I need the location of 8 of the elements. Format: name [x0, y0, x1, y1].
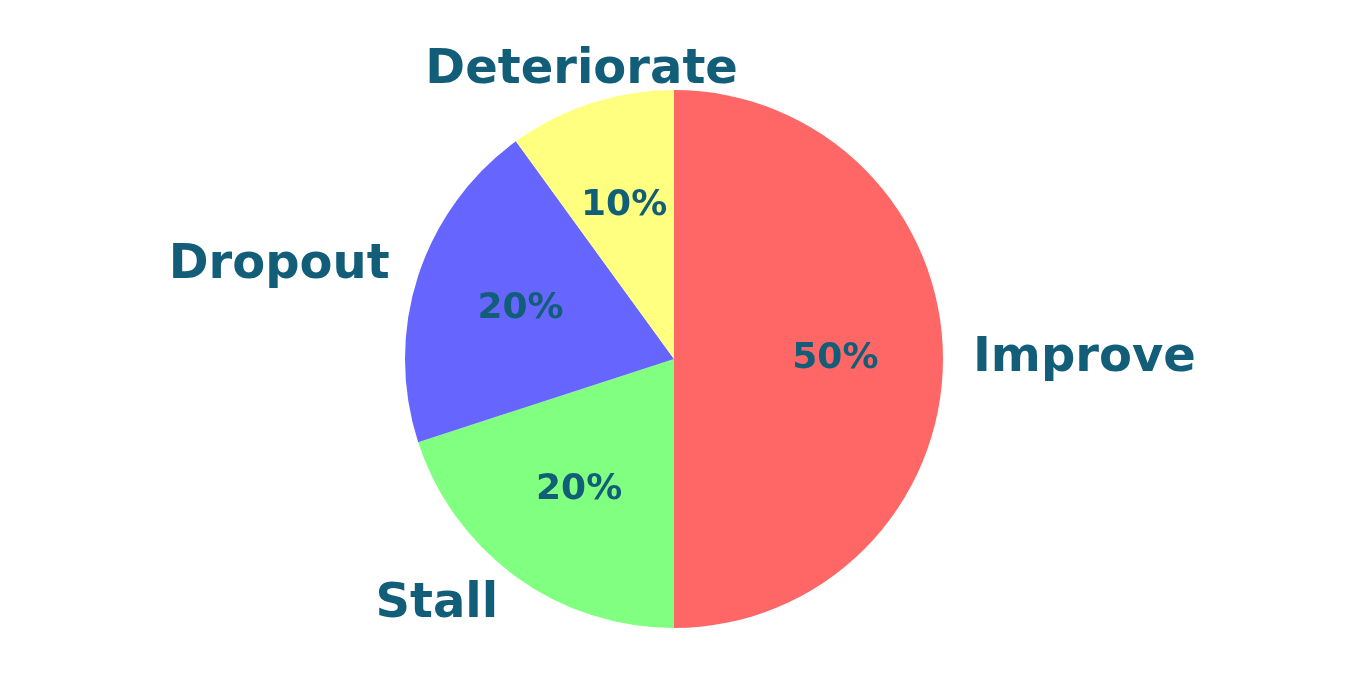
data-label: 20% [477, 285, 564, 327]
slice-label: Dropout [168, 232, 390, 289]
data-label: 50% [792, 335, 879, 377]
slice-label: Stall [375, 571, 499, 628]
data-label: 20% [536, 465, 623, 507]
slice-label: Improve [973, 326, 1196, 383]
slice-label: Deteriorate [425, 38, 738, 95]
data-label: 10% [581, 181, 668, 223]
